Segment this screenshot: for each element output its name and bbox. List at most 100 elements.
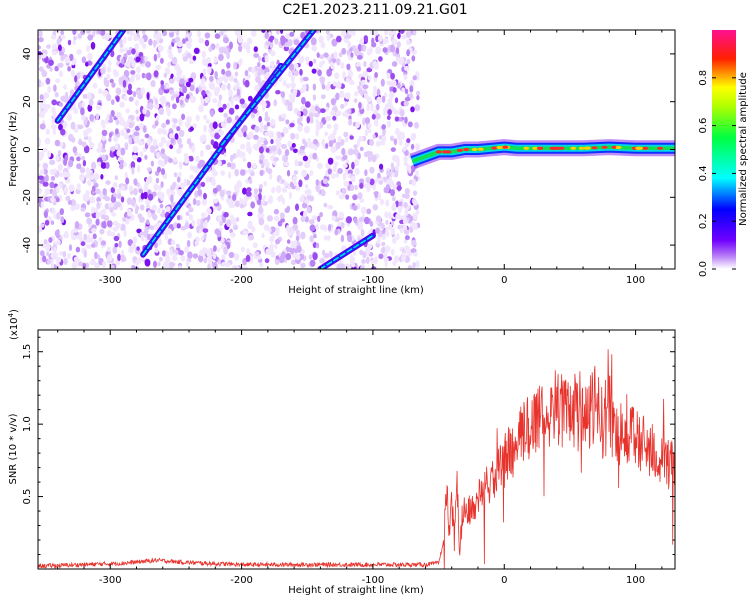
noise-speck — [127, 56, 134, 63]
noise-speck — [293, 240, 298, 247]
noise-speck — [55, 197, 60, 203]
noise-speck — [242, 157, 247, 163]
noise-speck — [302, 138, 306, 145]
noise-speck — [392, 87, 397, 93]
noise-speck — [300, 231, 306, 240]
noise-speck — [57, 44, 62, 52]
noise-speck — [155, 64, 162, 71]
noise-speck — [280, 113, 287, 119]
top-xtick-label: -100 — [362, 275, 385, 286]
noise-speck — [315, 242, 320, 249]
noise-speck — [292, 176, 297, 182]
noise-speck — [44, 174, 49, 182]
colorbar-tick-label: 0.8 — [698, 70, 709, 86]
noise-speck — [339, 90, 345, 98]
noise-speck — [217, 100, 222, 109]
noise-speck — [96, 104, 102, 111]
noise-speck — [401, 34, 408, 40]
noise-speck — [390, 248, 395, 256]
noise-speck — [273, 215, 280, 222]
noise-speck — [225, 70, 232, 77]
noise-speck — [311, 44, 317, 52]
noise-speck — [165, 250, 169, 259]
noise-speck — [394, 169, 399, 178]
noise-speck — [347, 234, 353, 243]
noise-speck — [403, 201, 408, 208]
noise-speck — [120, 147, 126, 156]
noise-speck — [49, 181, 55, 189]
noise-speck — [70, 205, 76, 211]
noise-speck — [344, 92, 351, 100]
noise-speck — [126, 89, 133, 95]
noise-speck — [208, 81, 215, 90]
noise-speck — [401, 253, 407, 262]
noise-speck — [174, 133, 179, 140]
noise-speck — [230, 98, 234, 106]
noise-speck — [289, 31, 295, 37]
noise-speck — [223, 246, 229, 255]
noise-speck — [297, 124, 303, 132]
noise-speck — [264, 161, 270, 168]
noise-speck — [378, 56, 383, 62]
noise-speck — [129, 76, 135, 83]
noise-speck — [313, 233, 317, 239]
noise-speck — [412, 200, 418, 206]
noise-speck — [234, 168, 240, 177]
noise-speck — [234, 71, 239, 77]
noise-speck — [98, 88, 103, 95]
noise-speck — [132, 91, 137, 98]
noise-speck — [256, 199, 262, 206]
noise-speck — [382, 128, 386, 136]
noise-speck — [113, 235, 120, 242]
noise-speck — [138, 123, 145, 130]
noise-speck — [306, 116, 311, 124]
noise-speck — [263, 195, 267, 200]
noise-speck — [310, 37, 317, 46]
noise-speck — [393, 202, 397, 211]
noise-speck — [114, 243, 119, 248]
noise-speck — [226, 116, 232, 124]
noise-speck — [302, 155, 308, 162]
noise-speck — [109, 78, 114, 84]
noise-speck — [154, 242, 158, 249]
noise-speck — [196, 199, 201, 207]
noise-speck — [219, 220, 223, 227]
noise-speck — [126, 197, 132, 205]
noise-speck — [228, 107, 235, 115]
noise-speck — [283, 181, 288, 187]
noise-speck — [73, 107, 79, 115]
signal-peak — [435, 150, 442, 154]
noise-speck — [157, 45, 164, 52]
noise-speck — [242, 42, 249, 49]
noise-speck — [110, 196, 116, 203]
noise-speck — [76, 163, 82, 170]
noise-speck — [371, 37, 375, 45]
noise-speck — [162, 262, 167, 269]
noise-speck — [313, 145, 318, 151]
noise-speck — [89, 114, 95, 122]
noise-speck — [189, 126, 194, 132]
bottom-panel: -300 -200 -100 0 100 0.5 1.0 1.5 Height of stra… — [7, 309, 676, 596]
noise-speck — [296, 229, 300, 235]
noise-speck — [153, 260, 157, 268]
noise-speck — [281, 197, 286, 205]
signal-peak — [558, 146, 565, 150]
noise-speck — [90, 174, 95, 181]
noise-speck — [327, 168, 332, 175]
noise-speck — [275, 238, 281, 245]
noise-speck — [308, 219, 315, 225]
top-xtick-label: -200 — [230, 275, 253, 286]
noise-speck — [100, 67, 106, 75]
noise-speck — [160, 193, 164, 202]
top-ytick-label: -20 — [22, 189, 33, 205]
noise-speck — [341, 187, 347, 194]
noise-speck — [182, 85, 188, 94]
noise-speck — [120, 196, 125, 203]
signal-peak — [496, 145, 503, 150]
noise-speck — [410, 133, 416, 141]
noise-speck — [358, 135, 364, 142]
noise-speck — [168, 157, 173, 163]
noise-speck — [110, 99, 115, 105]
multiplier-base: (x10 — [9, 317, 20, 340]
